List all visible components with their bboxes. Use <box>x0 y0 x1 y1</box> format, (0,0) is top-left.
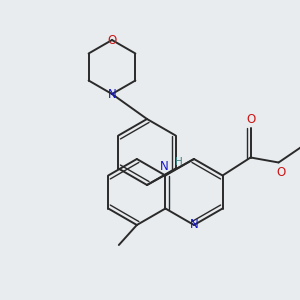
Text: O: O <box>246 113 255 126</box>
Text: N: N <box>190 218 198 232</box>
Text: O: O <box>276 166 285 179</box>
Text: H: H <box>175 157 182 167</box>
Text: N: N <box>108 88 116 100</box>
Text: N: N <box>160 160 169 173</box>
Text: O: O <box>107 34 117 46</box>
